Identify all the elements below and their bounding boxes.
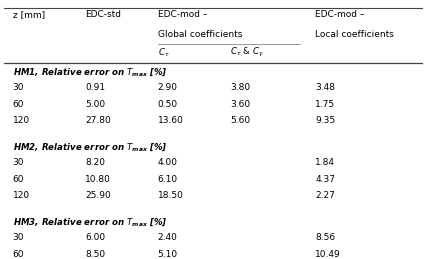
- Text: 2.27: 2.27: [315, 191, 335, 200]
- Text: 30: 30: [13, 233, 24, 242]
- Text: 8.56: 8.56: [315, 233, 335, 242]
- Text: 1.75: 1.75: [315, 100, 335, 109]
- Text: 18.50: 18.50: [158, 191, 184, 200]
- Text: 10.80: 10.80: [85, 175, 111, 184]
- Text: 13.60: 13.60: [158, 116, 184, 125]
- Text: HM3, Relative error on $T_{\mathregular{max}}$ [%]: HM3, Relative error on $T_{\mathregular{…: [13, 216, 167, 228]
- Text: 6.10: 6.10: [158, 175, 178, 184]
- Text: 60: 60: [13, 175, 24, 184]
- Text: 25.90: 25.90: [85, 191, 111, 200]
- Text: 1.84: 1.84: [315, 159, 335, 167]
- Text: HM2, Relative error on $T_{\mathregular{max}}$ [%]: HM2, Relative error on $T_{\mathregular{…: [13, 141, 167, 153]
- Text: Local coefficients: Local coefficients: [315, 30, 394, 39]
- Text: $C_{\tau}$ & $C_{\gamma}$: $C_{\tau}$ & $C_{\gamma}$: [230, 46, 264, 59]
- Text: 4.37: 4.37: [315, 175, 335, 184]
- Text: 2.40: 2.40: [158, 233, 178, 242]
- Text: 4.00: 4.00: [158, 159, 178, 167]
- Text: Global coefficients: Global coefficients: [158, 30, 242, 39]
- Text: 30: 30: [13, 159, 24, 167]
- Text: 30: 30: [13, 83, 24, 92]
- Text: 6.00: 6.00: [85, 233, 105, 242]
- Text: 3.48: 3.48: [315, 83, 335, 92]
- Text: 60: 60: [13, 250, 24, 259]
- Text: $C_{\tau}$: $C_{\tau}$: [158, 46, 169, 59]
- Text: 60: 60: [13, 100, 24, 109]
- Text: 2.90: 2.90: [158, 83, 178, 92]
- Text: EDC-std: EDC-std: [85, 10, 121, 19]
- Text: 27.80: 27.80: [85, 116, 111, 125]
- Text: 8.50: 8.50: [85, 250, 105, 259]
- Text: 120: 120: [13, 116, 30, 125]
- Text: HM1, Relative error on $T_{\mathregular{max}}$ [%]: HM1, Relative error on $T_{\mathregular{…: [13, 66, 167, 78]
- Text: EDC-mod –: EDC-mod –: [158, 10, 207, 19]
- Text: 3.60: 3.60: [230, 100, 250, 109]
- Text: 5.00: 5.00: [85, 100, 105, 109]
- Text: 0.91: 0.91: [85, 83, 105, 92]
- Text: 5.10: 5.10: [158, 250, 178, 259]
- Text: 0.50: 0.50: [158, 100, 178, 109]
- Text: z [mm]: z [mm]: [13, 10, 45, 19]
- Text: 5.60: 5.60: [230, 116, 250, 125]
- Text: 3.80: 3.80: [230, 83, 250, 92]
- Text: 8.20: 8.20: [85, 159, 105, 167]
- Text: 120: 120: [13, 191, 30, 200]
- Text: EDC-mod –: EDC-mod –: [315, 10, 365, 19]
- Text: 9.35: 9.35: [315, 116, 335, 125]
- Text: 10.49: 10.49: [315, 250, 341, 259]
